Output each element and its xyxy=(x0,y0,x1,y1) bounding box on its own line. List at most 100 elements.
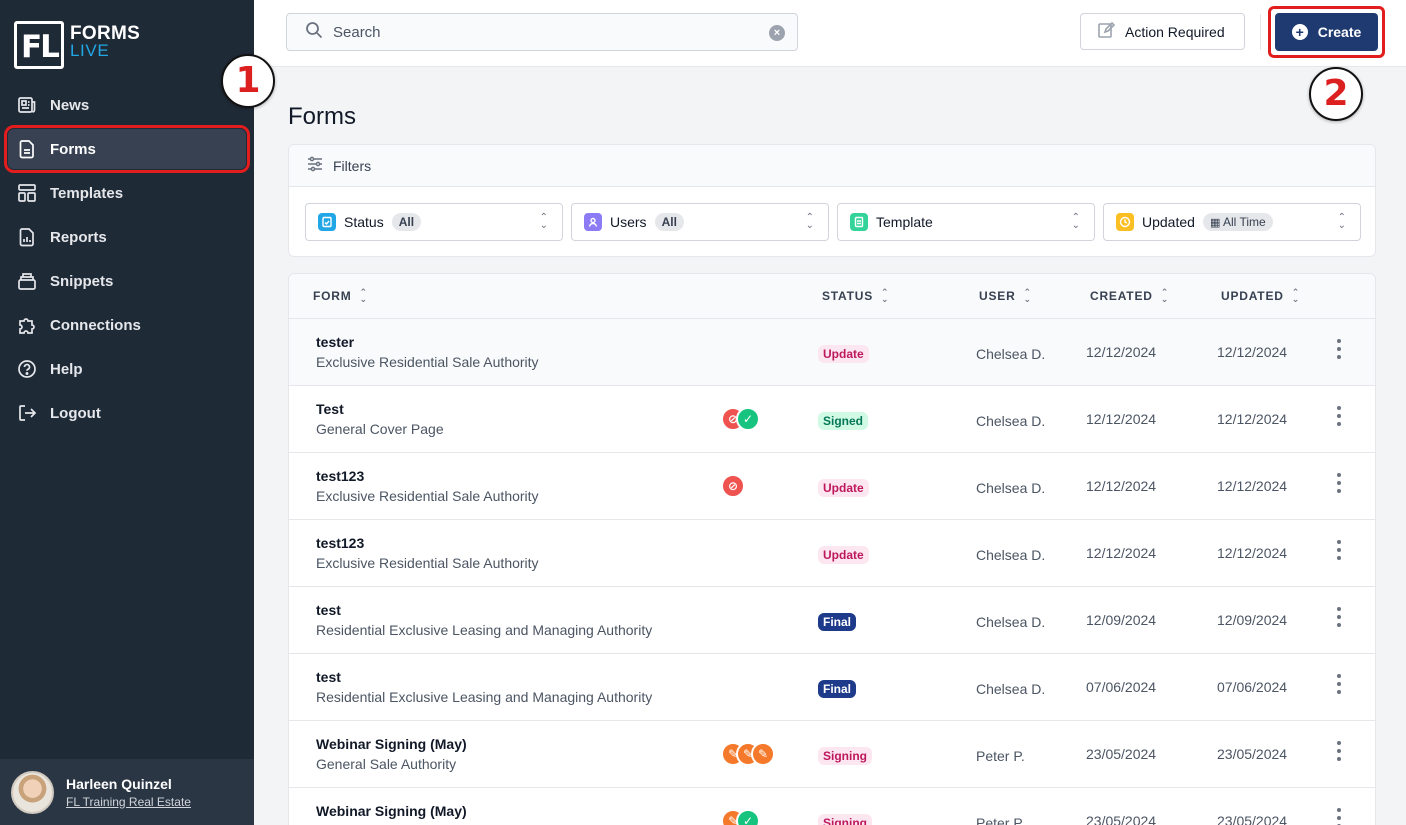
pen-icon: ✎ xyxy=(751,742,775,766)
form-name[interactable]: test123 xyxy=(316,535,365,551)
sidebar-item-label: Templates xyxy=(50,184,124,202)
user-profile[interactable]: Harleen Quinzel FL Training Real Estate xyxy=(0,759,254,825)
create-label: Create xyxy=(1317,24,1362,40)
sort-icon: ⌃ ⌄ xyxy=(1160,287,1170,304)
create-button[interactable]: + Create xyxy=(1275,13,1378,51)
status-badge: Update xyxy=(818,546,869,564)
table-row[interactable]: Webinar Signing (May) General Sale Author… xyxy=(289,721,1375,788)
form-name[interactable]: Webinar Signing (May) xyxy=(316,736,467,752)
form-user: Chelsea D. xyxy=(976,480,1046,496)
filter-label: Updated xyxy=(1142,214,1195,230)
sidebar-item-logout[interactable]: Logout xyxy=(8,393,246,433)
table-row[interactable]: Webinar Signing (May) General Sale Author… xyxy=(289,788,1375,825)
chevron-updown-icon: ⌃ ⌄ xyxy=(539,212,548,231)
action-required-button[interactable]: Action Required xyxy=(1080,13,1245,50)
form-template: General Sale Authority xyxy=(316,823,456,825)
forms-live-logo[interactable]: FL FORMS LIVE xyxy=(14,21,140,69)
table-row[interactable]: test Residential Exclusive Leasing and Ma… xyxy=(289,654,1375,721)
sidebar-item-help[interactable]: Help xyxy=(8,349,246,389)
search-box[interactable]: × xyxy=(286,13,798,51)
search-input[interactable] xyxy=(333,23,753,41)
more-options-icon[interactable] xyxy=(1335,406,1343,426)
form-template: Exclusive Residential Sale Authority xyxy=(316,555,539,571)
status-filter-select[interactable]: Status All ⌃ ⌄ xyxy=(305,203,563,241)
form-updated-date: 12/12/2024 xyxy=(1217,478,1288,494)
help-icon xyxy=(16,358,38,380)
status-badge: Final xyxy=(818,613,857,631)
table-row[interactable]: test123 Exclusive Residential Sale Author… xyxy=(289,520,1375,587)
sidebar-item-label: Forms xyxy=(50,140,96,158)
form-user: Chelsea D. xyxy=(976,547,1046,563)
chevron-updown-icon: ⌃ ⌄ xyxy=(1337,212,1346,231)
users-filter-icon xyxy=(584,213,602,231)
form-name[interactable]: Webinar Signing (May) xyxy=(316,803,467,819)
form-name[interactable]: test123 xyxy=(316,468,365,484)
row-activity-icons: ⊘ ✓ xyxy=(721,407,760,431)
status-filter-icon xyxy=(318,213,336,231)
template-filter-icon xyxy=(850,213,868,231)
column-header-form[interactable]: FORM ⌃ ⌄ xyxy=(313,287,368,304)
status-badge: Update xyxy=(818,479,869,497)
status-badge: Signing xyxy=(818,747,872,765)
filter-value-pill: All xyxy=(391,213,422,231)
form-created-date: 23/05/2024 xyxy=(1086,746,1157,762)
column-header-created[interactable]: CREATED ⌃ ⌄ xyxy=(1090,287,1170,304)
sidebar-item-news[interactable]: News xyxy=(8,85,246,125)
more-options-icon[interactable] xyxy=(1335,808,1343,825)
form-template: Residential Exclusive Leasing and Managi… xyxy=(316,689,653,705)
users-filter-select[interactable]: Users All ⌃ ⌄ xyxy=(571,203,829,241)
table-row[interactable]: Test General Cover Page ⊘ ✓ Signed Chelsea D.… xyxy=(289,386,1375,453)
sidebar-item-label: News xyxy=(50,96,90,114)
sort-icon: ⌃ ⌄ xyxy=(1291,287,1301,304)
form-name[interactable]: test xyxy=(316,669,341,685)
status-badge: Signed xyxy=(818,412,869,430)
user-name: Harleen Quinzel xyxy=(66,775,172,792)
form-user: Chelsea D. xyxy=(976,614,1046,630)
top-bar: × Action Required + Create xyxy=(254,0,1406,67)
form-user: Peter P. xyxy=(976,748,1025,764)
more-options-icon[interactable] xyxy=(1335,339,1343,359)
more-options-icon[interactable] xyxy=(1335,540,1343,560)
filter-label: Status xyxy=(344,214,384,230)
more-options-icon[interactable] xyxy=(1335,674,1343,694)
sidebar-item-snippets[interactable]: Snippets xyxy=(8,261,246,301)
form-updated-date: 12/12/2024 xyxy=(1217,411,1288,427)
table-row[interactable]: tester Exclusive Residential Sale Authori… xyxy=(289,319,1375,386)
check-icon: ✓ xyxy=(736,809,760,825)
more-options-icon[interactable] xyxy=(1335,741,1343,761)
column-header-updated[interactable]: UPDATED ⌃ ⌄ xyxy=(1221,287,1301,304)
form-name[interactable]: tester xyxy=(316,334,355,350)
sidebar-item-label: Reports xyxy=(50,228,107,246)
clear-search-icon[interactable]: × xyxy=(769,25,785,41)
form-updated-date: 12/12/2024 xyxy=(1217,545,1288,561)
table-row[interactable]: test Residential Exclusive Leasing and Ma… xyxy=(289,587,1375,654)
more-options-icon[interactable] xyxy=(1335,607,1343,627)
avatar[interactable] xyxy=(11,770,54,814)
updated-filter-icon xyxy=(1116,213,1134,231)
form-name[interactable]: Test xyxy=(316,401,344,417)
sliders-icon xyxy=(307,156,323,175)
attachment-icon: ⊘ xyxy=(721,474,745,498)
filters-header[interactable]: Filters xyxy=(289,145,1375,187)
form-updated-date: 23/05/2024 xyxy=(1217,813,1288,825)
updated-filter-select[interactable]: Updated ▦ All Time ⌃ ⌄ xyxy=(1103,203,1361,241)
snippets-icon xyxy=(16,270,38,292)
column-header-status[interactable]: STATUS ⌃ ⌄ xyxy=(822,287,890,304)
sidebar-item-templates[interactable]: Templates xyxy=(8,173,246,213)
sidebar-item-reports[interactable]: Reports xyxy=(8,217,246,257)
calendar-icon: ▦ xyxy=(1209,217,1221,229)
form-user: Chelsea D. xyxy=(976,413,1046,429)
filter-value-pill: All xyxy=(654,213,684,231)
puzzle-icon xyxy=(16,314,38,336)
form-user: Chelsea D. xyxy=(976,346,1046,362)
form-created-date: 23/05/2024 xyxy=(1086,813,1157,825)
more-options-icon[interactable] xyxy=(1335,473,1343,493)
sidebar-item-forms[interactable]: Forms xyxy=(4,125,250,173)
template-filter-select[interactable]: Template ⌃ ⌄ xyxy=(837,203,1095,241)
column-header-user[interactable]: USER ⌃ ⌄ xyxy=(979,287,1032,304)
form-name[interactable]: test xyxy=(316,602,341,618)
form-updated-date: 07/06/2024 xyxy=(1217,679,1288,695)
table-row[interactable]: test123 Exclusive Residential Sale Author… xyxy=(289,453,1375,520)
sidebar-item-connections[interactable]: Connections xyxy=(8,305,246,345)
user-organization-link[interactable]: FL Training Real Estate xyxy=(66,794,191,809)
